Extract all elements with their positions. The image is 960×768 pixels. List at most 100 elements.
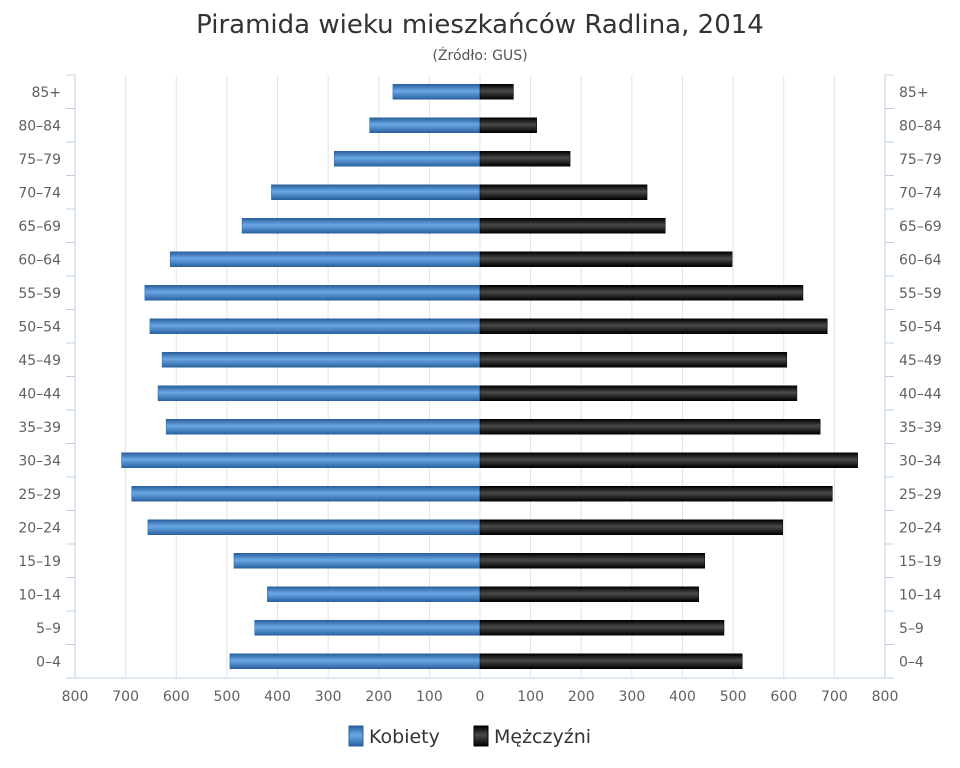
y-tick-label-left: 0–4 <box>36 654 61 670</box>
y-tick-label-left: 85+ <box>31 85 61 101</box>
bar-kobiety[interactable] <box>147 519 481 535</box>
x-tick-label: 400 <box>264 689 291 705</box>
bar-mezczyzni[interactable] <box>479 452 858 468</box>
bar-mezczyzni[interactable] <box>479 385 798 401</box>
x-tick-label: 200 <box>365 689 392 705</box>
y-tick-label-left: 60–64 <box>18 252 61 268</box>
bar-mezczyzni[interactable] <box>479 117 537 133</box>
bar-mezczyzni[interactable] <box>479 84 514 100</box>
bar-kobiety[interactable] <box>392 84 481 100</box>
bar-mezczyzni[interactable] <box>479 184 648 200</box>
legend-item-kobiety[interactable]: Kobiety <box>348 725 440 748</box>
bar-kobiety[interactable] <box>271 184 481 200</box>
y-tick-label-left: 65–69 <box>18 219 61 235</box>
chart-title: Piramida wieku mieszkańców Radlina, 2014 <box>196 10 764 40</box>
bar-kobiety[interactable] <box>267 586 481 602</box>
bar-kobiety[interactable] <box>121 452 481 468</box>
bar-mezczyzni[interactable] <box>479 151 571 167</box>
bar-kobiety[interactable] <box>131 486 481 502</box>
grid-lines <box>66 74 894 679</box>
y-tick-label-right: 10–14 <box>899 587 942 603</box>
y-tick-label-right: 50–54 <box>899 319 942 335</box>
y-tick-label-left: 15–19 <box>18 554 61 570</box>
y-tick-label-left: 35–39 <box>18 420 61 436</box>
bar-mezczyzni[interactable] <box>479 653 743 669</box>
y-tick-label-left: 80–84 <box>18 118 61 134</box>
bar-kobiety[interactable] <box>157 385 481 401</box>
bar-mezczyzni[interactable] <box>479 586 699 602</box>
x-tick-label: 100 <box>517 689 544 705</box>
y-tick-label-left: 45–49 <box>18 353 61 369</box>
bar-kobiety[interactable] <box>254 620 481 636</box>
bar-kobiety[interactable] <box>333 151 481 167</box>
bar-kobiety[interactable] <box>161 352 481 368</box>
y-tick-label-right: 60–64 <box>899 252 942 268</box>
y-tick-label-right: 70–74 <box>899 185 942 201</box>
x-tick-label: 200 <box>568 689 595 705</box>
bar-kobiety[interactable] <box>144 285 481 301</box>
bar-kobiety[interactable] <box>233 553 481 569</box>
legend-label-kobiety: Kobiety <box>369 726 440 748</box>
y-tick-label-left: 25–29 <box>18 487 61 503</box>
bar-mezczyzni[interactable] <box>479 419 821 435</box>
y-tick-label-right: 15–19 <box>899 554 942 570</box>
y-tick-label-left: 40–44 <box>18 386 61 402</box>
bar-kobiety[interactable] <box>229 653 481 669</box>
bar-kobiety[interactable] <box>149 318 481 334</box>
x-tick-label: 400 <box>669 689 696 705</box>
x-tick-label: 100 <box>416 689 443 705</box>
bar-kobiety[interactable] <box>369 117 481 133</box>
x-tick-label: 300 <box>619 689 646 705</box>
y-tick-label-right: 85+ <box>899 85 929 101</box>
bar-mezczyzni[interactable] <box>479 519 783 535</box>
y-tick-label-left: 70–74 <box>18 185 61 201</box>
x-tick-label: 700 <box>821 689 848 705</box>
y-tick-label-right: 55–59 <box>899 286 942 302</box>
legend[interactable]: Kobiety Mężczyźni <box>348 725 591 748</box>
y-tick-label-left: 10–14 <box>18 587 61 603</box>
axes <box>74 75 886 679</box>
legend-label-mezczyzni: Mężczyźni <box>494 726 591 748</box>
x-tick-label: 0 <box>476 689 485 705</box>
x-tick-label: 800 <box>872 689 899 705</box>
bar-mezczyzni[interactable] <box>479 251 733 267</box>
bar-mezczyzni[interactable] <box>479 218 666 234</box>
bars <box>121 84 858 669</box>
bar-mezczyzni[interactable] <box>479 352 788 368</box>
x-tick-label: 300 <box>315 689 342 705</box>
y-tick-label-right: 25–29 <box>899 487 942 503</box>
bar-kobiety[interactable] <box>169 251 481 267</box>
y-tick-label-left: 20–24 <box>18 520 61 536</box>
legend-swatch-mezczyzni <box>473 725 489 747</box>
tick-labels: 800 700 600 500 400 300 200 100 0 100 200 300 400 500… <box>18 85 941 705</box>
y-tick-label-right: 75–79 <box>899 152 942 168</box>
y-tick-label-left: 75–79 <box>18 152 61 168</box>
y-tick-label-right: 20–24 <box>899 520 942 536</box>
bar-mezczyzni[interactable] <box>479 486 833 502</box>
y-tick-label-left: 30–34 <box>18 453 61 469</box>
y-tick-label-right: 0–4 <box>899 654 924 670</box>
y-tick-label-right: 5–9 <box>899 621 924 637</box>
y-tick-label-left: 5–9 <box>36 621 61 637</box>
x-tick-label: 800 <box>62 689 89 705</box>
y-tick-label-right: 45–49 <box>899 353 942 369</box>
bar-kobiety[interactable] <box>241 218 481 234</box>
bar-mezczyzni[interactable] <box>479 318 828 334</box>
legend-item-mezczyzni[interactable]: Mężczyźni <box>473 725 591 748</box>
y-tick-label-right: 80–84 <box>899 118 942 134</box>
y-tick-label-right: 35–39 <box>899 420 942 436</box>
x-tick-label: 500 <box>720 689 747 705</box>
y-tick-label-right: 30–34 <box>899 453 942 469</box>
y-tick-label-left: 55–59 <box>18 286 61 302</box>
chart-subtitle: (Źródło: GUS) <box>432 46 527 64</box>
x-tick-label: 600 <box>163 689 190 705</box>
bar-kobiety[interactable] <box>165 419 481 435</box>
y-tick-label-left: 50–54 <box>18 319 61 335</box>
bar-mezczyzni[interactable] <box>479 553 706 569</box>
bar-mezczyzni[interactable] <box>479 620 725 636</box>
y-tick-label-right: 40–44 <box>899 386 942 402</box>
x-tick-label: 500 <box>214 689 241 705</box>
bar-mezczyzni[interactable] <box>479 285 804 301</box>
y-tick-label-right: 65–69 <box>899 219 942 235</box>
